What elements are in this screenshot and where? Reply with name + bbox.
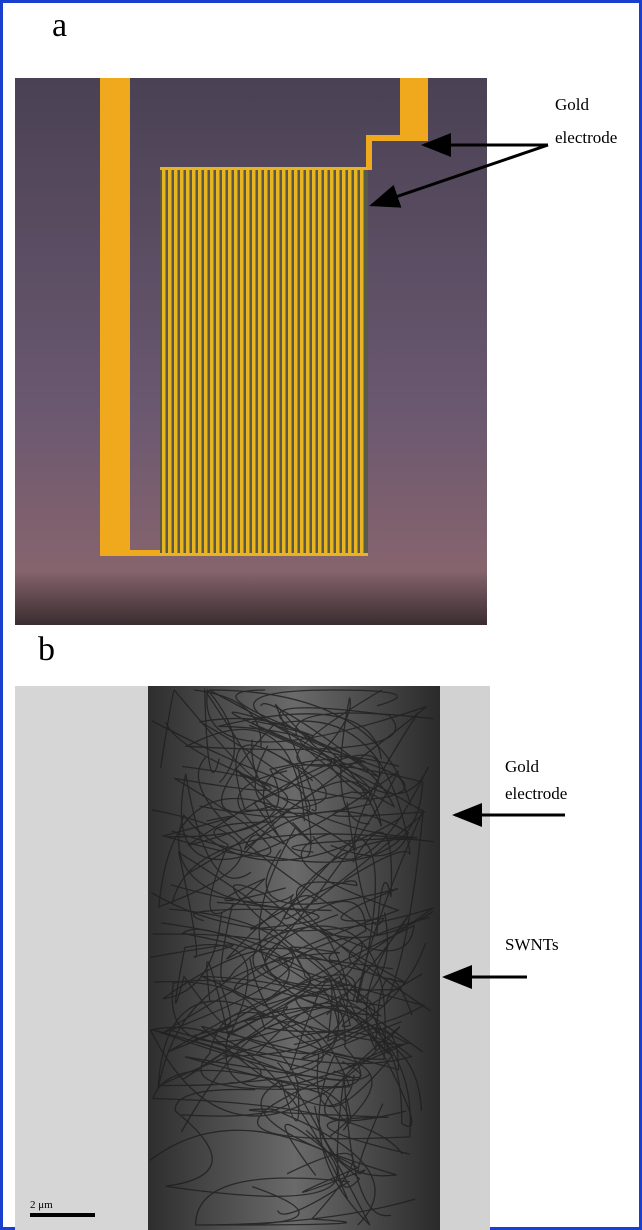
interdigitated-electrode	[160, 167, 368, 556]
comb-edge	[160, 167, 368, 170]
finger	[306, 167, 310, 556]
finger	[318, 167, 322, 556]
finger	[222, 167, 226, 556]
panel-label: b	[38, 631, 55, 668]
finger	[240, 167, 244, 556]
electrode-left	[15, 686, 150, 1230]
finger	[258, 167, 262, 556]
finger	[276, 167, 280, 556]
finger	[342, 167, 346, 556]
finger	[186, 167, 190, 556]
finger	[330, 167, 334, 556]
annotation: SWNTs	[505, 935, 559, 954]
figure: a Gold electrode b Gold electrode SWNTs …	[0, 0, 642, 1230]
finger	[336, 167, 340, 556]
finger	[192, 167, 196, 556]
finger	[228, 167, 232, 556]
scale-bar-label: 2 μm	[30, 1199, 53, 1211]
finger	[300, 167, 304, 556]
electrode-right	[440, 686, 490, 1230]
finger	[270, 167, 274, 556]
finger	[252, 167, 256, 556]
scale-bar	[30, 1213, 95, 1217]
finger	[180, 167, 184, 556]
finger	[216, 167, 220, 556]
finger	[324, 167, 328, 556]
finger	[204, 167, 208, 556]
finger	[264, 167, 268, 556]
finger	[234, 167, 238, 556]
finger	[174, 167, 178, 556]
finger	[354, 167, 358, 556]
finger	[360, 167, 364, 556]
finger	[348, 167, 352, 556]
panel-label: a	[52, 7, 67, 44]
comb-edge	[160, 553, 368, 556]
finger	[312, 167, 316, 556]
finger	[294, 167, 298, 556]
finger	[246, 167, 250, 556]
finger	[162, 167, 166, 556]
finger	[282, 167, 286, 556]
finger	[198, 167, 202, 556]
finger	[288, 167, 292, 556]
finger	[210, 167, 214, 556]
finger	[168, 167, 172, 556]
